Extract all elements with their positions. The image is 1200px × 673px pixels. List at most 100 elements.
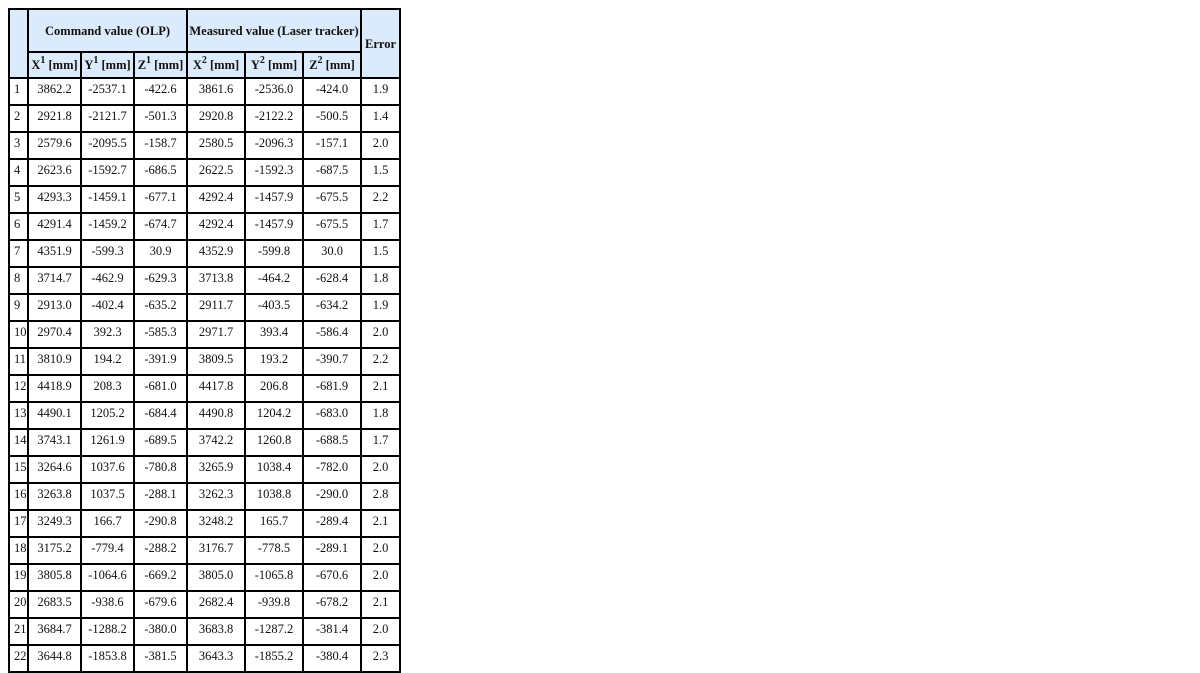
- value-cell: 4293.3: [27, 185, 82, 214]
- value-cell: 3264.6: [27, 455, 82, 484]
- value-cell: 3805.8: [27, 563, 82, 592]
- value-cell: 4418.9: [27, 374, 82, 403]
- error-cell: 2.0: [360, 563, 401, 592]
- table-row: 6 4291.4 -1459.2 -674.7 4292.4 -1457.9 -675.5 1…: [8, 212, 401, 241]
- value-cell: 1038.4: [244, 455, 304, 484]
- value-cell: -678.2: [302, 590, 362, 619]
- value-cell: -689.5: [133, 428, 188, 457]
- value-cell: 2683.5: [27, 590, 82, 619]
- table-row: 2 2921.8 -2121.7 -501.3 2920.8 -2122.2 -500.5 1…: [8, 104, 401, 133]
- error-cell: 2.1: [360, 374, 401, 403]
- row-index: 18: [8, 536, 29, 565]
- column-header: X2 [mm]: [186, 51, 246, 79]
- value-cell: -599.8: [244, 239, 304, 268]
- table-row: 11 3810.9 194.2 -391.9 3809.5 193.2 -390.7 2.2: [8, 347, 401, 376]
- column-header: Y1 [mm]: [80, 51, 135, 79]
- error-cell: 1.8: [360, 401, 401, 430]
- value-cell: -1592.7: [80, 158, 135, 187]
- value-cell: -780.8: [133, 455, 188, 484]
- value-cell: -585.3: [133, 320, 188, 349]
- value-cell: -635.2: [133, 293, 188, 322]
- table-row: 13 4490.1 1205.2 -684.4 4490.8 1204.2 -683.0 1.…: [8, 401, 401, 430]
- value-cell: 4352.9: [186, 239, 246, 268]
- row-index: 10: [8, 320, 29, 349]
- table-row: 9 2913.0 -402.4 -635.2 2911.7 -403.5 -634.2 1.9: [8, 293, 401, 322]
- value-cell: 3175.2: [27, 536, 82, 565]
- column-header: Z1 [mm]: [133, 51, 188, 79]
- error-cell: 1.9: [360, 293, 401, 322]
- command-value-header: Command value (OLP): [27, 8, 188, 53]
- value-cell: -290.0: [302, 482, 362, 511]
- value-cell: -634.2: [302, 293, 362, 322]
- value-cell: -288.2: [133, 536, 188, 565]
- row-index: 6: [8, 212, 29, 241]
- value-cell: -681.9: [302, 374, 362, 403]
- value-cell: 1260.8: [244, 428, 304, 457]
- value-cell: -380.4: [302, 644, 362, 673]
- value-cell: -2095.5: [80, 131, 135, 160]
- table-row: 5 4293.3 -1459.1 -677.1 4292.4 -1457.9 -675.5 2…: [8, 185, 401, 214]
- value-cell: -628.4: [302, 266, 362, 295]
- value-cell: -380.0: [133, 617, 188, 646]
- value-cell: 3743.1: [27, 428, 82, 457]
- value-cell: 3684.7: [27, 617, 82, 646]
- row-index: 1: [8, 77, 29, 106]
- value-cell: -289.4: [302, 509, 362, 538]
- value-cell: 2911.7: [186, 293, 246, 322]
- value-cell: 1261.9: [80, 428, 135, 457]
- value-cell: 206.8: [244, 374, 304, 403]
- value-cell: -290.8: [133, 509, 188, 538]
- table-row: 4 2623.6 -1592.7 -686.5 2622.5 -1592.3 -687.5 1…: [8, 158, 401, 187]
- value-cell: -679.6: [133, 590, 188, 619]
- error-cell: 1.9: [360, 77, 401, 106]
- error-cell: 2.0: [360, 536, 401, 565]
- value-cell: 3809.5: [186, 347, 246, 376]
- row-index: 5: [8, 185, 29, 214]
- value-cell: 2971.7: [186, 320, 246, 349]
- value-cell: 3713.8: [186, 266, 246, 295]
- axis-superscript: 1: [93, 54, 99, 66]
- value-cell: -779.4: [80, 536, 135, 565]
- value-cell: 3742.2: [186, 428, 246, 457]
- value-cell: -782.0: [302, 455, 362, 484]
- row-index: 14: [8, 428, 29, 457]
- axis-label: Y: [250, 57, 260, 72]
- data-table: Command value (OLP) Measured value (Lase…: [8, 8, 401, 673]
- value-cell: 30.9: [133, 239, 188, 268]
- error-cell: 1.5: [360, 158, 401, 187]
- error-cell: 2.0: [360, 455, 401, 484]
- value-cell: 3265.9: [186, 455, 246, 484]
- value-cell: -1459.1: [80, 185, 135, 214]
- value-cell: -670.6: [302, 563, 362, 592]
- value-cell: -629.3: [133, 266, 188, 295]
- unit-label: [mm]: [264, 57, 298, 72]
- error-cell: 1.5: [360, 239, 401, 268]
- value-cell: -669.2: [133, 563, 188, 592]
- row-index: 17: [8, 509, 29, 538]
- axis-label: X: [192, 57, 202, 72]
- axis-superscript: 2: [201, 54, 207, 66]
- value-cell: 3810.9: [27, 347, 82, 376]
- value-cell: 4292.4: [186, 185, 246, 214]
- value-cell: 2623.6: [27, 158, 82, 187]
- table-row: 18 3175.2 -779.4 -288.2 3176.7 -778.5 -289.1 2.…: [8, 536, 401, 565]
- value-cell: 2920.8: [186, 104, 246, 133]
- value-cell: -422.6: [133, 77, 188, 106]
- value-cell: -2122.2: [244, 104, 304, 133]
- value-cell: -462.9: [80, 266, 135, 295]
- error-cell: 1.4: [360, 104, 401, 133]
- value-cell: 3643.3: [186, 644, 246, 673]
- value-cell: -599.3: [80, 239, 135, 268]
- value-cell: 4351.9: [27, 239, 82, 268]
- row-index: 4: [8, 158, 29, 187]
- axis-label: Y: [84, 57, 94, 72]
- value-cell: 2580.5: [186, 131, 246, 160]
- value-cell: -391.9: [133, 347, 188, 376]
- value-cell: 3263.8: [27, 482, 82, 511]
- value-cell: -464.2: [244, 266, 304, 295]
- axis-superscript: 1: [146, 54, 152, 66]
- error-header: Error: [360, 8, 401, 79]
- value-cell: 4490.1: [27, 401, 82, 430]
- unit-label: [mm]: [45, 57, 78, 72]
- row-index: 21: [8, 617, 29, 646]
